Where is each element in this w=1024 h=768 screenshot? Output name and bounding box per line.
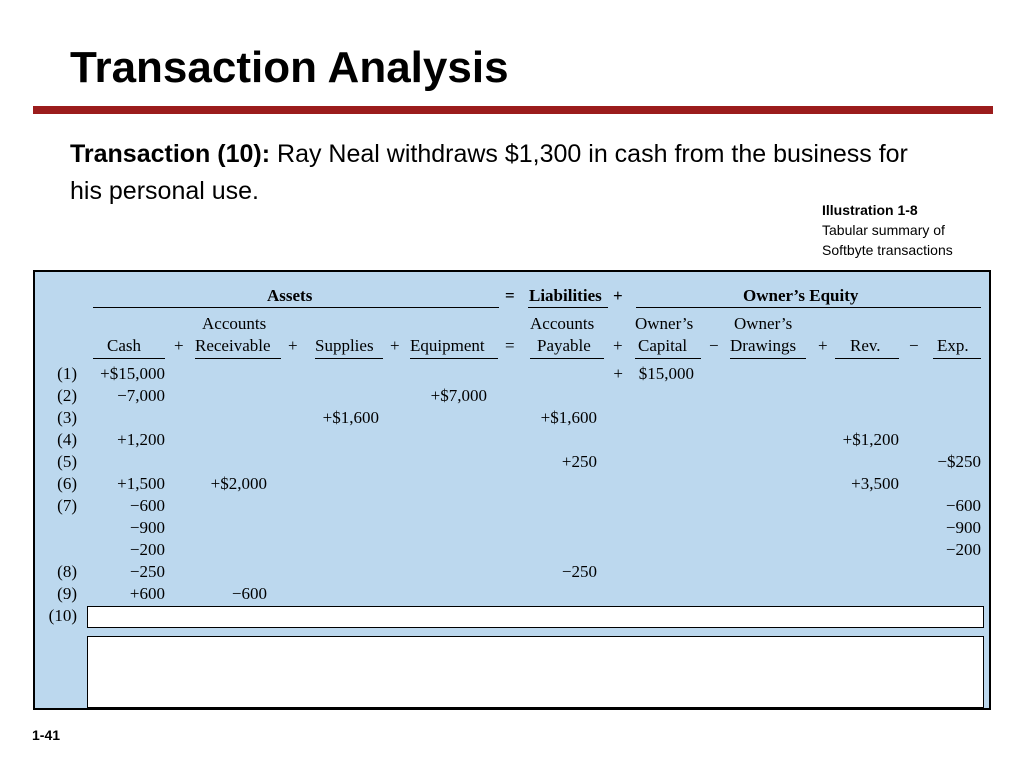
header-oc-top: Owner’s xyxy=(635,314,694,333)
op-minus-1: − xyxy=(709,336,719,355)
totals-entry-box xyxy=(87,636,984,708)
header-ar-bottom: Receivable xyxy=(195,336,271,355)
cell-ar: +$2,000 xyxy=(210,474,267,493)
cell-equipment: +$7,000 xyxy=(430,386,487,405)
op-plus-4: + xyxy=(613,336,623,355)
assets-group-rule xyxy=(93,307,499,308)
header-cash: Cash xyxy=(107,336,141,355)
cell-cash: +$15,000 xyxy=(100,364,165,383)
op-plus-1: + xyxy=(174,336,184,355)
cell-cash: +600 xyxy=(129,584,165,603)
header-ap-bottom: Payable xyxy=(537,336,591,355)
ar-header-rule xyxy=(195,358,281,359)
od-header-rule xyxy=(730,358,806,359)
cash-header-rule xyxy=(93,358,165,359)
row-label: (5) xyxy=(57,452,77,471)
row-label: (1) xyxy=(57,364,77,383)
cell-ap: +250 xyxy=(561,452,597,471)
header-oc-bottom: Capital xyxy=(638,336,688,355)
row-label: (3) xyxy=(57,408,77,427)
title-rule xyxy=(33,106,993,114)
cell-oc: $15,000 xyxy=(638,364,694,383)
cell-rev: +$1,200 xyxy=(842,430,899,449)
cell-cash: −7,000 xyxy=(117,386,165,405)
row-label: (2) xyxy=(57,386,77,405)
transaction-label: Transaction (10): xyxy=(70,140,271,168)
header-ap-top: Accounts xyxy=(530,314,595,333)
cell-ar: −600 xyxy=(231,584,267,603)
header-od-bottom: Drawings xyxy=(730,336,797,355)
group-assets-label: Assets xyxy=(267,286,313,305)
row-label: (8) xyxy=(57,562,77,581)
equipment-header-rule xyxy=(410,358,498,359)
op-plus-5: + xyxy=(818,336,828,355)
exp-header-rule xyxy=(933,358,981,359)
illustration-line-2: Softbyte transactions xyxy=(822,242,953,258)
row-label: (6) xyxy=(57,474,77,493)
owners-equity-group-rule xyxy=(636,307,981,308)
op-equals: = xyxy=(505,336,515,355)
row-label: (10) xyxy=(48,606,77,625)
row-label: (4) xyxy=(57,430,77,449)
cell-cash: +1,500 xyxy=(117,474,165,493)
cell-ap: −250 xyxy=(561,562,597,581)
group-plus-sign: + xyxy=(613,286,623,305)
op-minus-2: − xyxy=(909,336,919,355)
header-supplies: Supplies xyxy=(315,336,374,355)
illustration-line-1: Tabular summary of xyxy=(822,222,945,238)
cell-rev: +3,500 xyxy=(851,474,899,493)
transaction-text: Ray Neal withdraws $1,300 in cash from t… xyxy=(70,140,908,205)
illustration-number: Illustration 1-8 xyxy=(822,202,918,218)
row-label: (7) xyxy=(57,496,77,515)
cell-exp: −200 xyxy=(945,540,981,559)
cell-cash: −250 xyxy=(129,562,165,581)
cell-ap: +$1,600 xyxy=(540,408,597,427)
illustration-caption: Illustration 1-8 Tabular summary of Soft… xyxy=(822,200,953,260)
group-liabilities-label: Liabilities xyxy=(529,286,602,305)
cell-cash: +1,200 xyxy=(117,430,165,449)
slide-title: Transaction Analysis xyxy=(70,43,509,92)
cell-oc-sign: + xyxy=(613,364,623,383)
group-owners-equity-label: Owner’s Equity xyxy=(743,286,859,305)
header-rev: Rev. xyxy=(850,336,881,355)
transaction-description: Transaction (10): Ray Neal withdraws $1,… xyxy=(70,136,930,210)
ap-header-rule xyxy=(530,358,604,359)
rev-header-rule xyxy=(835,358,899,359)
group-equals-sign: = xyxy=(505,286,515,305)
supplies-header-rule xyxy=(315,358,383,359)
cell-exp: −600 xyxy=(945,496,981,515)
oc-header-rule xyxy=(635,358,701,359)
cell-cash: −200 xyxy=(129,540,165,559)
cell-cash: −900 xyxy=(129,518,165,537)
header-od-top: Owner’s xyxy=(734,314,793,333)
row-label: (9) xyxy=(57,584,77,603)
page-number: 1-41 xyxy=(32,727,61,743)
cell-cash: −600 xyxy=(129,496,165,515)
header-equipment: Equipment xyxy=(410,336,485,355)
cell-supplies: +$1,600 xyxy=(322,408,379,427)
header-exp: Exp. xyxy=(937,336,969,355)
header-ar-top: Accounts xyxy=(202,314,267,333)
tabular-summary-panel: Assets = Liabilities + Owner’s Equity Ca… xyxy=(33,270,991,710)
cell-exp: −900 xyxy=(945,518,981,537)
liabilities-group-rule xyxy=(528,307,608,308)
transaction-10-entry-box xyxy=(87,606,984,628)
op-plus-3: + xyxy=(390,336,400,355)
cell-exp: −$250 xyxy=(937,452,981,471)
op-plus-2: + xyxy=(288,336,298,355)
